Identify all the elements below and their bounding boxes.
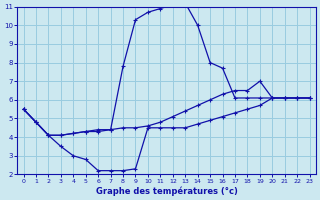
X-axis label: Graphe des températures (°c): Graphe des températures (°c) bbox=[96, 186, 237, 196]
